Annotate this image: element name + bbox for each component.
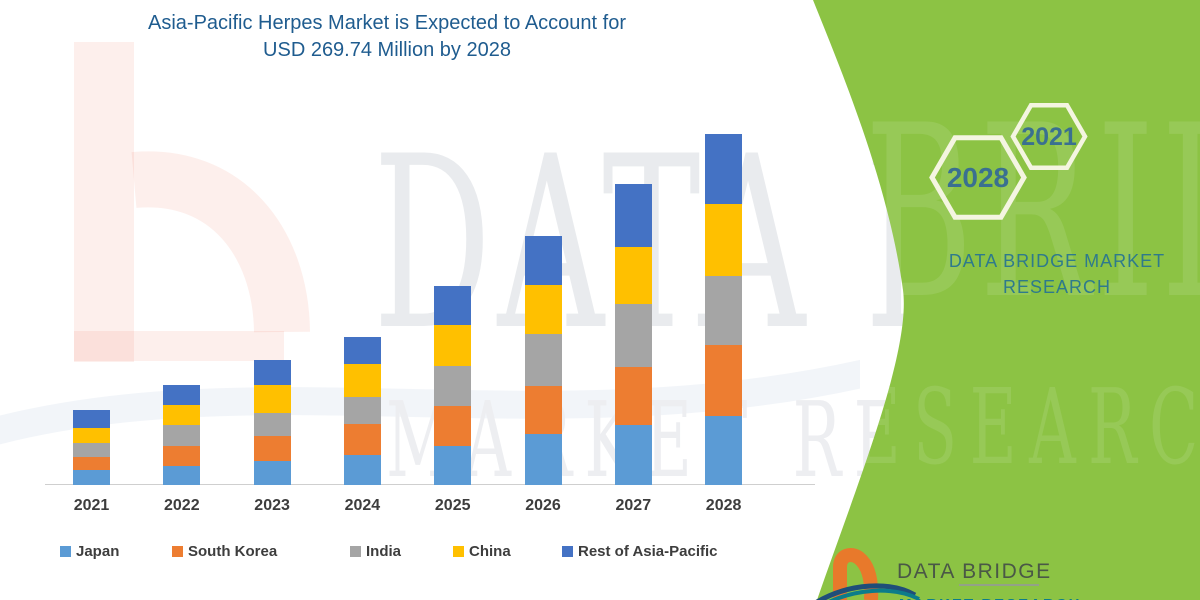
bar-segment-china	[253, 384, 291, 413]
x-axis-line	[45, 484, 815, 485]
bar-segment-china	[73, 427, 110, 443]
bar-segment-china	[434, 324, 472, 366]
bar-group-2025	[434, 285, 472, 485]
legend-label: Japan	[76, 543, 120, 560]
bar-segment-japan	[524, 433, 562, 485]
hexagon-year-2021: 2021	[1021, 123, 1077, 151]
x-tick-label: 2027	[615, 497, 652, 514]
legend-label: Rest of Asia-Pacific	[578, 543, 718, 560]
logo-brand-text: DATA BRIDGE	[897, 560, 1052, 583]
bar-segment-india	[253, 412, 291, 436]
x-tick-label: 2024	[344, 497, 381, 514]
legend-label: China	[469, 543, 511, 560]
bar-segment-south-korea	[614, 366, 652, 425]
x-tick-label: 2023	[254, 497, 290, 514]
bar-segment-rest-of-asia-pacific	[614, 184, 652, 247]
bar-segment-rest-of-asia-pacific	[253, 359, 291, 385]
legend-item-china: China	[453, 543, 511, 560]
logo-swoosh-teal	[828, 588, 920, 600]
chart-title-line1: Asia-Pacific Herpes Market is Expected t…	[148, 12, 626, 34]
hexagon-year-2028: 2028	[947, 162, 1009, 193]
bar-segment-south-korea	[343, 423, 381, 455]
bar-segment-india	[343, 396, 381, 424]
watermark-b-base	[74, 331, 284, 361]
bar-segment-south-korea	[434, 405, 472, 446]
bar-segment-south-korea	[253, 435, 291, 461]
x-tick-label: 2022	[164, 497, 200, 514]
chart-title-line2: USD 269.74 Million by 2028	[263, 39, 511, 61]
legend-label: India	[366, 543, 402, 560]
bar-group-2022	[163, 384, 201, 485]
legend-swatch	[453, 546, 464, 557]
bar-segment-china	[163, 404, 201, 426]
x-tick-label: 2021	[73, 497, 110, 514]
bar-group-2027	[614, 184, 652, 485]
legend-swatch	[562, 546, 573, 557]
brand-caption-line2: RESEARCH	[1003, 277, 1111, 297]
brand-panel: DATA BRIDGE MARKET RESEARCH 2021 2028 DA…	[810, 0, 1200, 600]
bar-segment-china	[614, 246, 652, 304]
watermark-research-text-on-green: MARKET RESEARCH	[810, 368, 1200, 488]
legend-item-rest-of-asia-pacific: Rest of Asia-Pacific	[562, 543, 718, 560]
logo-swoosh-blue	[815, 583, 917, 600]
chart-title: Asia-Pacific Herpes Market is Expected t…	[30, 10, 744, 64]
bar-segment-japan	[253, 460, 291, 485]
bar-segment-japan	[705, 415, 743, 485]
bar-group-2024	[343, 336, 381, 485]
hexagon-2021-badge	[1010, 103, 1088, 170]
legend-swatch	[172, 546, 183, 557]
bar-segment-india	[524, 333, 562, 386]
bar-segment-india	[163, 425, 201, 446]
bar-segment-india	[614, 303, 652, 367]
bar-segment-rest-of-asia-pacific	[163, 384, 201, 405]
bar-segment-rest-of-asia-pacific	[705, 134, 743, 205]
bar-segment-rest-of-asia-pacific	[73, 410, 110, 428]
bar-segment-south-korea	[705, 344, 743, 416]
stacked-bar-chart: 2021 2022 2023 2024 2025 2026 2027 2028 Japan So…	[45, 134, 815, 560]
bar-group-2023	[253, 359, 291, 485]
logo-sub-text: MARKET RESEARCH	[899, 596, 1082, 600]
legend-item-india: India	[350, 543, 401, 560]
watermark-b-bowl	[131, 151, 310, 334]
hexagon-2028-badge	[929, 135, 1027, 220]
bar-group-2028	[705, 134, 743, 485]
bar-segment-south-korea	[73, 456, 110, 470]
bar-segment-china	[524, 284, 562, 334]
legend-item-japan: Japan	[60, 543, 119, 560]
bar-segment-rest-of-asia-pacific	[343, 336, 381, 364]
bar-group-2021	[73, 410, 110, 485]
bar-segment-china	[705, 204, 743, 277]
brand-caption-line1: DATA BRIDGE MARKET	[949, 251, 1165, 271]
bar-segment-rest-of-asia-pacific	[524, 235, 562, 285]
x-tick-label: 2028	[705, 497, 742, 514]
legend-swatch	[60, 546, 71, 557]
watermark-b-stem	[74, 42, 134, 362]
bar-segment-japan	[434, 445, 472, 485]
bar-segment-india	[434, 365, 472, 406]
logo-underline	[959, 584, 1039, 586]
legend-swatch	[350, 546, 361, 557]
databridge-logo-icon	[815, 548, 920, 600]
bar-segment-china	[343, 363, 381, 397]
bar-segment-south-korea	[163, 445, 201, 467]
x-tick-label: 2025	[434, 497, 471, 514]
legend-item-south-korea: South Korea	[172, 543, 277, 560]
bar-group-2026	[524, 235, 562, 485]
bar-segment-rest-of-asia-pacific	[434, 285, 472, 325]
bar-segment-japan	[163, 466, 201, 485]
bar-segment-india	[73, 442, 110, 457]
bar-segment-japan	[343, 454, 381, 485]
logo-b-glyph	[833, 548, 879, 600]
bar-segment-south-korea	[524, 385, 562, 434]
bar-segment-japan	[73, 469, 110, 485]
bar-segment-japan	[614, 424, 652, 485]
bar-segment-india	[705, 276, 743, 345]
x-tick-label: 2026	[525, 497, 561, 514]
green-panel-shape	[813, 0, 1200, 600]
legend-label: South Korea	[188, 543, 278, 560]
